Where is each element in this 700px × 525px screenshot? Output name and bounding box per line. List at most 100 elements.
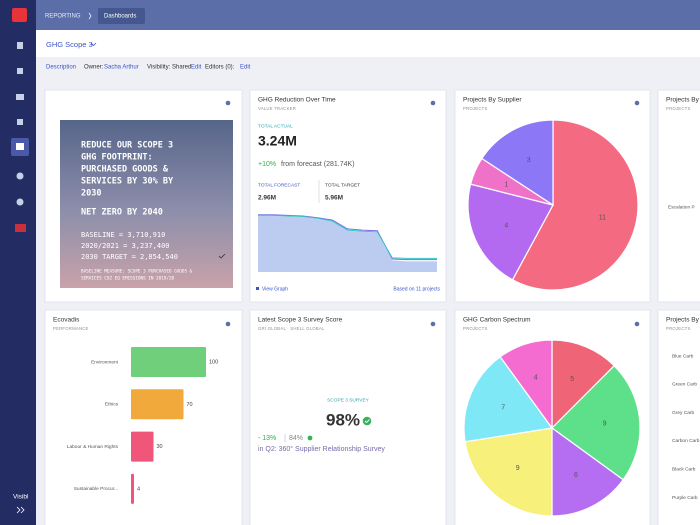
previous-score: 84%: [289, 435, 303, 442]
category-label: Sustainable Procur...: [74, 486, 118, 492]
card-title: Ecovadis: [53, 317, 80, 324]
category-label: Escalation P: [668, 204, 695, 210]
pie-slice: [467, 183, 554, 281]
pie-slice: [551, 426, 625, 517]
line: [258, 214, 437, 259]
bar: [131, 431, 154, 462]
sidebar-footer: Visibl: [13, 494, 29, 501]
pie-slice: [463, 355, 554, 443]
check: [218, 253, 226, 259]
score-label: SCOPE 3 SURVEY: [327, 397, 370, 403]
meta: Description Owner: Sacha Arthur Visibili…: [46, 65, 251, 71]
banner-figure: BASELINE = 3,710,910: [81, 231, 165, 239]
meta-link[interactable]: Description: [46, 65, 76, 71]
category-label: Green Carb: [672, 382, 697, 388]
bar: [131, 473, 134, 504]
card-subtitle: PROJECTS: [666, 326, 691, 331]
meta-link[interactable]: Edit: [191, 65, 202, 71]
title-bar: [36, 30, 700, 57]
card-title: GHG Carbon Spectrum: [463, 317, 531, 324]
logo[interactable]: [12, 8, 27, 22]
check-icon: [307, 435, 313, 441]
bar-chart: Environment 100 Ethics 70 Labour & Human Rig…: [67, 347, 218, 504]
meta-link[interactable]: Edit: [240, 65, 251, 71]
slice-label: 4: [534, 375, 538, 382]
card: [249, 309, 447, 525]
area-chart: [258, 214, 437, 272]
card-subtitle: PROJECTS: [666, 106, 691, 111]
value-label: 30: [157, 444, 163, 450]
banner-image: [60, 120, 233, 288]
expand-icon[interactable]: [16, 506, 25, 514]
pie-chart: 11 4 1 3: [467, 119, 639, 291]
category-label: Ethics: [105, 402, 119, 408]
breadcrumb[interactable]: Dashboards: [104, 14, 136, 20]
slice-label: 7: [501, 405, 505, 412]
pie-slice: [551, 364, 641, 481]
kpi-value: 2.96M: [258, 195, 276, 202]
check: [364, 419, 370, 424]
slice-label: 11: [599, 214, 606, 221]
category-label: Labour & Human Rights: [67, 444, 119, 450]
pie-chart: 5 9 6 9 7 4: [463, 339, 641, 517]
pie-slice: [481, 119, 554, 207]
kpi-label: TOTAL ACTUAL: [258, 123, 293, 129]
card-title: Projects By Supplier: [463, 97, 522, 104]
bar: [131, 389, 184, 420]
slice-label: 5: [570, 376, 574, 383]
link[interactable]: View Graph: [262, 286, 288, 292]
category-label: Carbon Carb: [672, 438, 700, 444]
card-title: Projects By: [666, 317, 700, 324]
score-change: - 13%: [258, 435, 276, 442]
dropdown[interactable]: [90, 42, 97, 47]
sidebar: [0, 0, 36, 525]
slice-label: 6: [574, 472, 578, 479]
banner-figure: 2020/2021 = 3,237,400: [81, 242, 170, 250]
nav-icons[interactable]: [11, 42, 29, 232]
category-labels: Blue Carb Green Carb Grey Carb Carbon Carb B…: [672, 353, 700, 501]
graph-icon: [256, 287, 259, 290]
value-label: 70: [187, 402, 193, 408]
breadcrumb[interactable]: REPORTING: [45, 14, 81, 20]
banner-text: REDUCE OUR SCOPE 3 GHG FOOTPRINT: PURCHASE…: [81, 141, 193, 282]
slice-label: 1: [504, 181, 508, 188]
score-context: in Q2: 360° Supplier Relationship Survey: [258, 445, 385, 453]
meta-value: Shared: [172, 65, 191, 71]
banner-line: PURCHASED GOODS &: [81, 165, 169, 175]
banner-note: BASELINE MEASURE: SCOPE 3 PURCHASED GOOD…: [81, 269, 193, 275]
line: [258, 214, 437, 261]
score: 98%: [326, 410, 360, 429]
meta-label: Owner:: [84, 65, 104, 71]
kpi-change: +10%: [258, 161, 276, 168]
category-label: Grey Carb: [672, 410, 694, 416]
page-title[interactable]: GHG Scope 3: [46, 40, 93, 49]
banner-line: REDUCE OUR SCOPE 3: [81, 141, 173, 151]
category-label: Black Carb: [672, 466, 696, 472]
banner-note: SERVICES CO2 EQ EMISSIONS IN 2019/20: [81, 276, 175, 282]
meta-label: Editors (0):: [205, 65, 235, 71]
card-subtitle: GRI GLOBAL · SHELL GLOBAL: [258, 326, 325, 331]
banner-line: 2030: [81, 189, 101, 199]
card-title: GHG Reduction Over Time: [258, 97, 336, 104]
footer-link[interactable]: Based on 11 projects: [393, 286, 440, 292]
category-label: Blue Carb: [672, 353, 694, 359]
category-label: Environment: [91, 359, 119, 365]
bar: [131, 347, 206, 377]
banner-line: SERVICES BY 30% BY: [81, 177, 174, 187]
card-subtitle: VALUE TRACKER: [258, 106, 296, 111]
value-label: 100: [209, 359, 218, 365]
check-icon: [362, 416, 372, 426]
card-subtitle: PROJECTS: [463, 326, 488, 331]
settings-icons[interactable]: [225, 100, 640, 327]
card: [657, 89, 700, 303]
slice-label: 9: [603, 421, 607, 428]
kpi-value: 5.96M: [325, 195, 343, 202]
breadcrumb-pill[interactable]: [98, 8, 145, 24]
pie-slice: [511, 119, 639, 291]
meta-label: Visibility:: [147, 65, 171, 71]
area: [258, 215, 437, 272]
meta-link[interactable]: Sacha Arthur: [104, 65, 139, 71]
top-bar: [36, 0, 700, 30]
card-subtitle: PROJECTS: [463, 106, 488, 111]
